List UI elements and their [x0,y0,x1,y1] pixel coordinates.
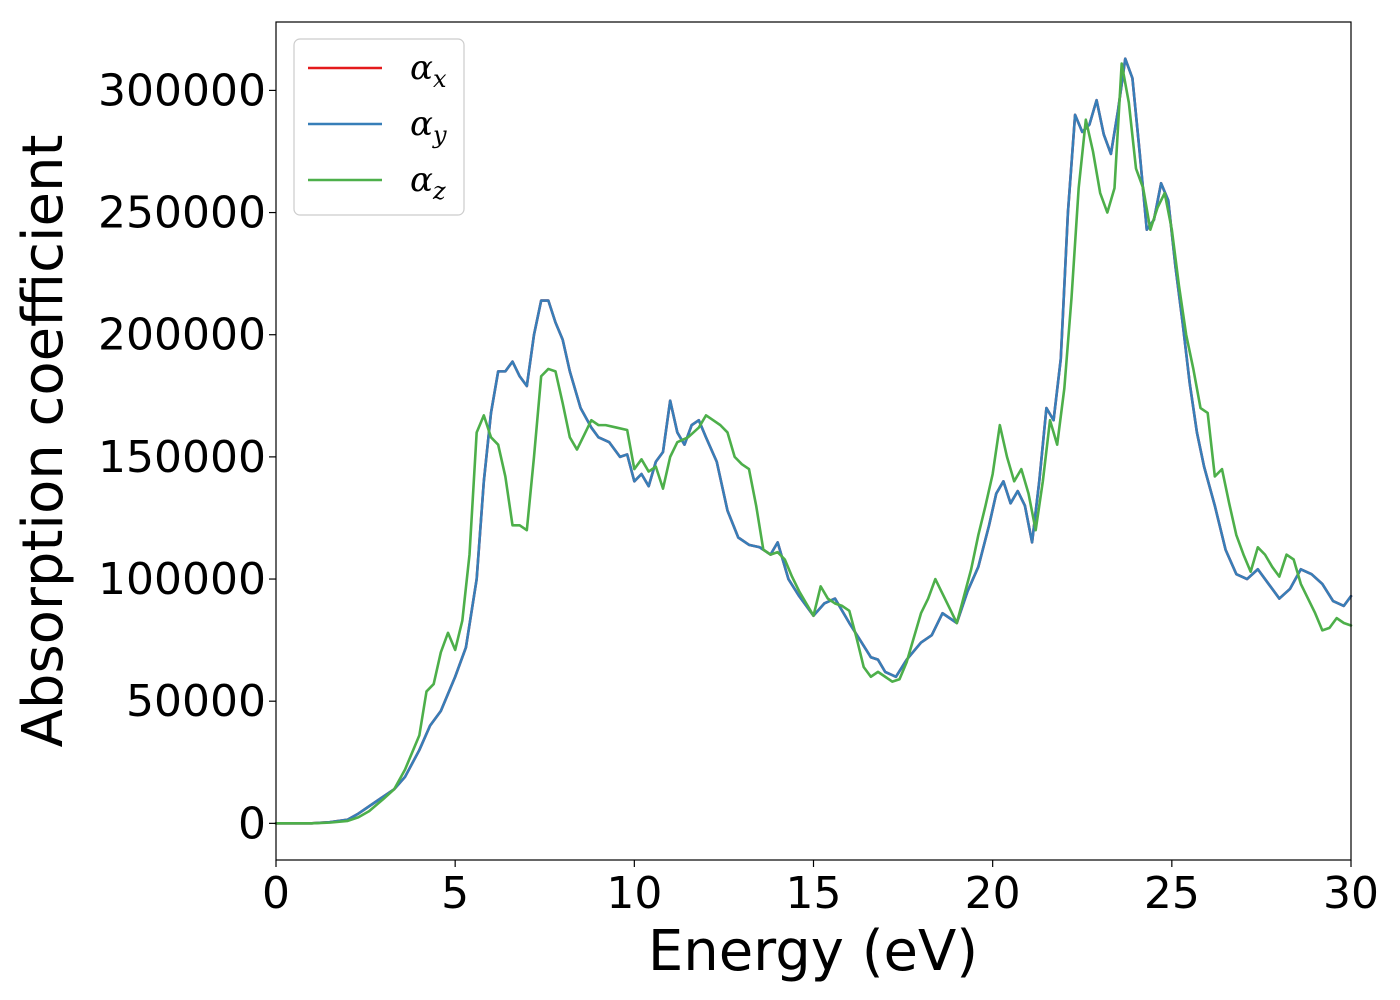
legend-box [293,38,465,216]
legend-label-x: αx [410,48,447,93]
x-axis-ticks: 0 5 10 15 20 25 30 [262,860,1379,919]
x-tick-label: 10 [606,868,662,919]
x-axis-title: Energy (eV) [648,919,978,984]
legend-label-z: αz [410,160,446,205]
y-tick-label: 300000 [98,65,266,116]
series-line-y [274,57,1353,825]
y-tick-label: 200000 [98,310,266,361]
x-tick-label: 25 [1144,868,1200,919]
y-tick-label: 0 [238,798,266,849]
legend-label-y: αy [410,104,447,149]
y-tick-label: 250000 [98,188,266,239]
x-tick-label: 5 [441,868,469,919]
legend: αx αy αz [293,38,465,216]
y-tick-label: 50000 [126,676,266,727]
x-tick-label: 15 [786,868,842,919]
y-axis-title: Absorption coefficient [11,135,76,748]
series-layer [274,57,1353,825]
x-tick-label: 20 [965,868,1021,919]
x-tick-label: 0 [262,868,290,919]
y-tick-label: 150000 [98,432,266,483]
x-tick-label: 30 [1323,868,1379,919]
y-tick-label: 100000 [98,554,266,605]
series-line-z [274,62,1353,825]
y-axis-ticks: 0 50000 100000 150000 200000 250000 300000 [98,65,276,849]
